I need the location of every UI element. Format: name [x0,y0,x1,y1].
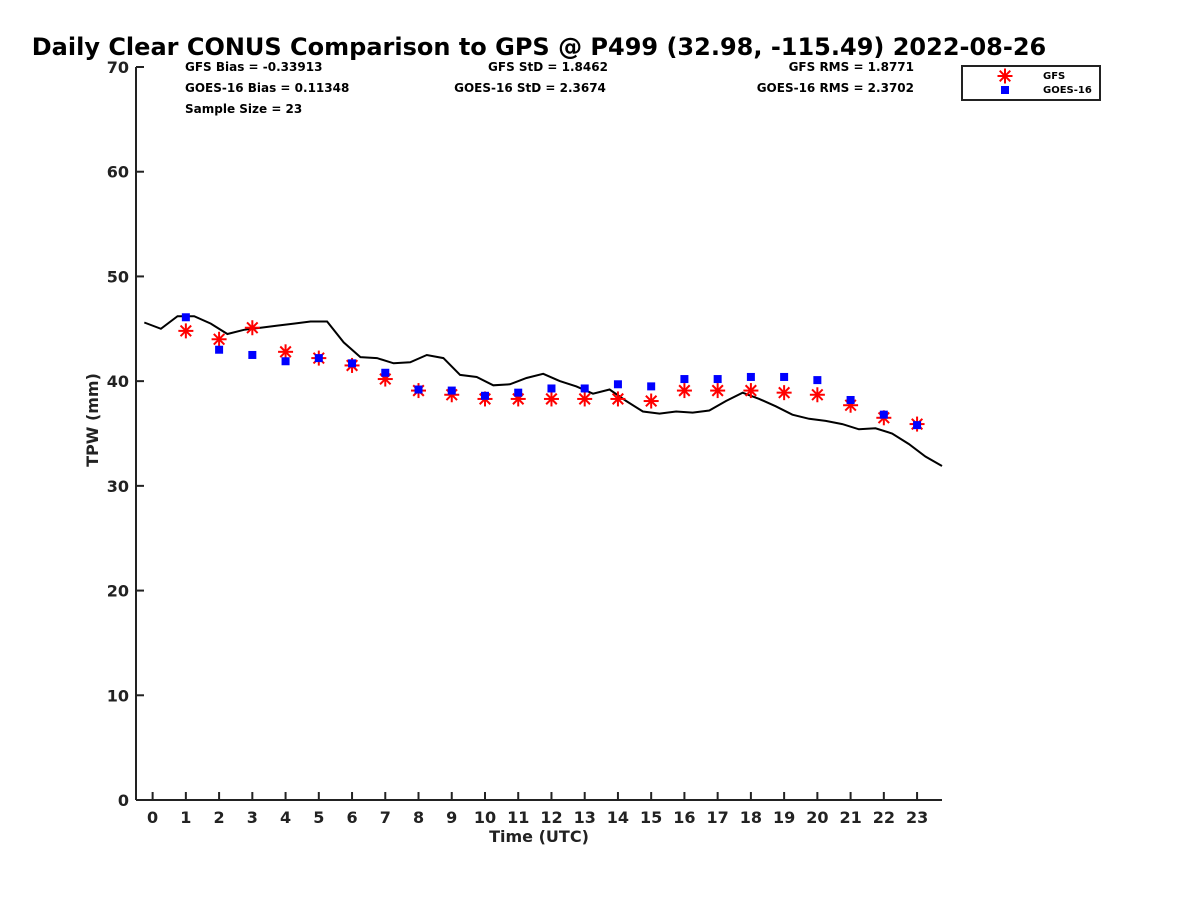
goes-point [381,368,390,377]
stat-goes-std: GOES-16 StD = 2.3674 [454,81,606,95]
goes-point [314,354,323,363]
x-tick-label: 14 [607,808,629,827]
goes-point [215,345,224,354]
gfs-point [676,383,692,399]
goes-point [913,421,922,430]
x-axis-label: Time (UTC) [489,827,589,846]
y-tick-label: 10 [107,686,129,705]
goes-point [480,391,489,400]
x-tick-label: 20 [806,808,828,827]
goes-point [780,372,789,381]
x-tick-label: 10 [474,808,496,827]
x-tick-label: 6 [346,808,357,827]
stat-goes-bias: GOES-16 Bias = 0.11348 [185,81,349,95]
x-tick-label: 3 [247,808,258,827]
y-tick-label: 70 [107,58,129,77]
gfs-point [543,391,559,407]
gfs-point [244,320,260,336]
gfs-point [211,331,227,347]
x-tick-label: 5 [313,808,324,827]
gfs-markers [178,320,925,432]
goes-markers [181,313,922,430]
stat-gfs-bias: GFS Bias = -0.33913 [185,60,322,74]
x-tick-label: 4 [280,808,291,827]
goes-point [846,395,855,404]
y-tick-label: 0 [118,791,129,810]
y-tick-label: 30 [107,477,129,496]
goes-point [414,385,423,394]
x-tick-label: 18 [740,808,762,827]
legend-gfs-marker [997,68,1013,84]
x-tick-label: 2 [214,808,225,827]
goes-point [514,388,523,397]
legend-goes-marker [1001,86,1009,94]
goes-point [647,382,656,391]
goes-point [447,386,456,395]
gfs-point [776,385,792,401]
stat-goes-rms: GOES-16 RMS = 2.3702 [757,81,914,95]
x-tick-label: 21 [839,808,861,827]
gfs-point [278,344,294,360]
legend: GFS GOES-16 [961,65,1101,101]
x-tick-label: 19 [773,808,795,827]
y-tick-label: 20 [107,582,129,601]
y-axis-label: TPW (mm) [83,373,102,467]
x-tick-label: 17 [707,808,729,827]
goes-point [680,375,689,384]
gfs-point [178,323,194,339]
goes-point [713,375,722,384]
x-tick-label: 12 [540,808,562,827]
x-tick-label: 9 [446,808,457,827]
x-tick-label: 22 [873,808,895,827]
gfs-point [577,391,593,407]
goes-point [813,376,822,385]
gfs-point [643,393,659,409]
x-ticks: 0 1 2 3 4 5 6 7 8 9 10 11 12 13 14 15 16 17 18 19 20 21 22 23 [147,792,928,827]
stat-gfs-rms: GFS RMS = 1.8771 [789,60,914,74]
goes-point [746,372,755,381]
goes-point [879,410,888,419]
y-ticks: 0 10 20 30 40 50 60 70 [107,58,144,810]
stat-sample-size: Sample Size = 23 [185,102,302,116]
legend-gfs-label: GFS [1043,71,1065,82]
legend-box [961,65,1101,101]
y-tick-label: 50 [107,267,129,286]
x-tick-label: 15 [640,808,662,827]
chart-title: Daily Clear CONUS Comparison to GPS @ P4… [32,33,1046,61]
x-tick-label: 0 [147,808,158,827]
y-tick-label: 40 [107,372,129,391]
x-tick-label: 8 [413,808,424,827]
x-tick-label: 16 [673,808,695,827]
x-tick-label: 11 [507,808,529,827]
gfs-point [610,391,626,407]
goes-point [580,384,589,393]
gps-line [143,315,943,467]
stat-gfs-std: GFS StD = 1.8462 [488,60,608,74]
legend-gfs-asterisk [997,68,1013,84]
gfs-point [743,383,759,399]
gfs-point [710,383,726,399]
x-tick-label: 1 [180,808,191,827]
gfs-point [809,387,825,403]
x-tick-label: 13 [574,808,596,827]
goes-point [181,313,190,322]
gps-line-group [143,315,943,467]
goes-point [348,359,357,368]
goes-point [281,357,290,366]
goes-point [248,350,257,359]
legend-goes-label: GOES-16 [1043,85,1092,96]
stats-block: GFS Bias = -0.33913 GOES-16 Bias = 0.113… [185,60,914,116]
goes-point [547,384,556,393]
x-tick-label: 7 [380,808,391,827]
x-tick-label: 23 [906,808,928,827]
y-tick-label: 60 [107,163,129,182]
goes-point [613,380,622,389]
